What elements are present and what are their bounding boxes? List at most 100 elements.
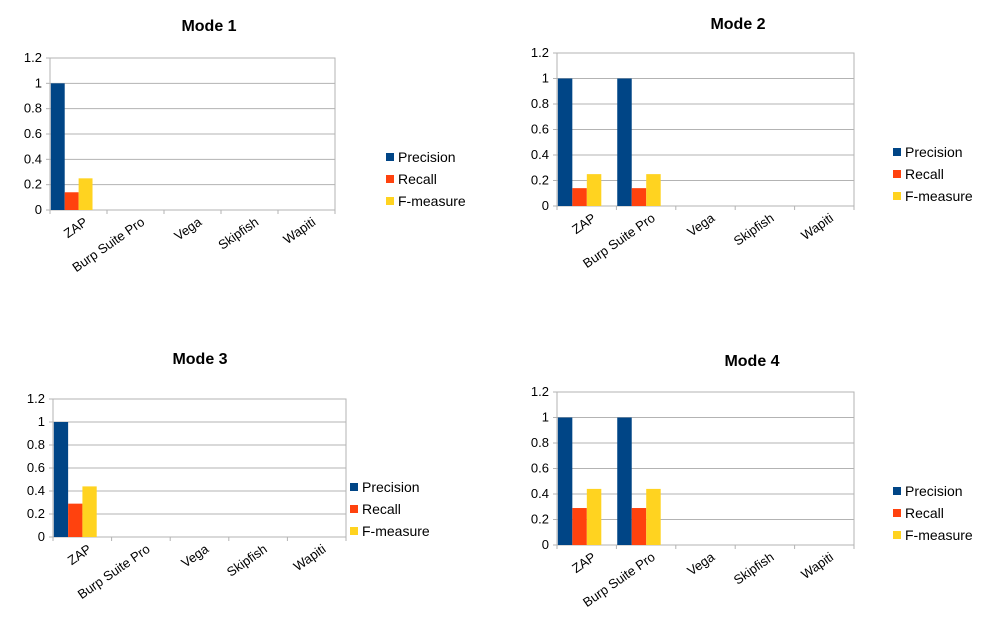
- legend: Precision Recall F-measure: [350, 479, 430, 539]
- y-tick-label: 1: [35, 75, 42, 90]
- plot-area: [52, 398, 347, 538]
- y-tick-label: 0: [38, 529, 45, 544]
- y-tick-label: 0.8: [27, 437, 45, 452]
- y-tick-label: 0.2: [24, 177, 42, 192]
- bar-recall-zap: [572, 188, 587, 206]
- y-tick-label: 0: [542, 537, 549, 552]
- bar-f-measure-zap: [82, 486, 97, 537]
- legend-swatch-recall: [893, 509, 901, 517]
- bar-precision-zap: [50, 83, 65, 210]
- chart-title: Mode 3: [172, 351, 227, 368]
- y-tick-label: 0.2: [531, 512, 549, 527]
- bar-recall-burp-suite-pro: [631, 508, 647, 545]
- bar-recall-zap: [572, 508, 587, 545]
- bar-recall-zap: [68, 503, 83, 537]
- legend-swatch-recall: [893, 170, 901, 178]
- legend-label-recall: Recall: [905, 505, 944, 521]
- legend-swatch-f-measure: [893, 531, 901, 539]
- legend-label-precision: Precision: [905, 483, 963, 499]
- legend-label-f-measure: F-measure: [398, 193, 466, 209]
- bar-precision-zap: [53, 422, 69, 537]
- chart-title: Mode 4: [724, 353, 779, 370]
- y-tick-label: 1: [542, 410, 549, 425]
- legend-swatch-recall: [350, 505, 358, 513]
- y-tick-label: 0.6: [27, 460, 45, 475]
- x-category-label: Vega: [684, 549, 718, 579]
- legend: Precision Recall F-measure: [386, 149, 466, 209]
- x-category-label: ZAP: [65, 541, 94, 568]
- legend-label-f-measure: F-measure: [362, 523, 430, 539]
- bar-f-measure-burp-suite-pro: [646, 174, 661, 206]
- legend-swatch-precision: [893, 148, 901, 156]
- y-tick-label: 1: [542, 71, 549, 86]
- legend-label-precision: Precision: [398, 149, 456, 165]
- x-category-label: Skipfish: [731, 549, 777, 587]
- chart-title: Mode 1: [181, 18, 236, 35]
- legend-swatch-precision: [350, 483, 358, 491]
- chart-title: Mode 2: [710, 16, 765, 33]
- x-category-label: ZAP: [61, 214, 90, 241]
- plot-area: [556, 52, 855, 207]
- bar-precision-burp-suite-pro: [617, 78, 632, 206]
- y-tick-label: 0.6: [531, 122, 549, 137]
- y-tick-label: 0.2: [531, 173, 549, 188]
- y-tick-label: 1: [38, 414, 45, 429]
- x-category-label: Skipfish: [731, 210, 777, 248]
- y-tick-label: 0.4: [531, 486, 549, 501]
- x-category-label: ZAP: [569, 549, 598, 576]
- bar-recall-zap: [64, 192, 79, 210]
- y-tick-label: 0.4: [531, 147, 549, 162]
- x-category-label: Vega: [178, 541, 212, 571]
- y-tick-label: 0: [542, 198, 549, 213]
- y-tick-label: 0.8: [531, 435, 549, 450]
- legend-label-recall: Recall: [362, 501, 401, 517]
- x-category-label: Wapiti: [798, 210, 836, 243]
- y-tick-label: 0.6: [24, 126, 42, 141]
- legend-label-recall: Recall: [398, 171, 437, 187]
- plot-area: [49, 57, 336, 211]
- bar-f-measure-zap: [78, 178, 93, 210]
- y-tick-label: 0.2: [27, 506, 45, 521]
- x-category-label: Vega: [684, 210, 718, 240]
- legend-swatch-recall: [386, 175, 394, 183]
- legend-label-f-measure: F-measure: [905, 527, 973, 543]
- y-tick-label: 0.8: [24, 101, 42, 116]
- legend-label-precision: Precision: [905, 144, 963, 160]
- x-category-label: Skipfish: [215, 214, 261, 252]
- x-category-label: Wapiti: [798, 549, 836, 582]
- x-category-label: ZAP: [569, 210, 598, 237]
- x-category-label: Vega: [171, 214, 205, 244]
- legend-swatch-f-measure: [350, 527, 358, 535]
- y-tick-label: 0: [35, 202, 42, 217]
- y-tick-label: 1.2: [24, 50, 42, 65]
- y-tick-label: 1.2: [27, 391, 45, 406]
- bar-f-measure-burp-suite-pro: [646, 488, 661, 545]
- y-tick-label: 1.2: [531, 384, 549, 399]
- plot-area: [556, 391, 855, 546]
- x-category-label: Skipfish: [224, 541, 270, 579]
- legend-label-precision: Precision: [362, 479, 420, 495]
- y-tick-label: 0.6: [531, 461, 549, 476]
- legend: Precision Recall F-measure: [893, 483, 973, 543]
- legend-swatch-precision: [893, 487, 901, 495]
- y-tick-label: 0.4: [27, 483, 45, 498]
- bar-precision-zap: [557, 417, 573, 545]
- bar-precision-burp-suite-pro: [617, 417, 632, 545]
- legend-swatch-f-measure: [386, 197, 394, 205]
- x-category-label: Wapiti: [291, 541, 329, 574]
- legend-label-f-measure: F-measure: [905, 188, 973, 204]
- legend-swatch-f-measure: [893, 192, 901, 200]
- bar-recall-burp-suite-pro: [631, 188, 647, 206]
- legend: Precision Recall F-measure: [893, 144, 973, 204]
- bar-f-measure-zap: [586, 174, 602, 206]
- y-tick-label: 0.8: [531, 96, 549, 111]
- legend-label-recall: Recall: [905, 166, 944, 182]
- y-tick-label: 1.2: [531, 45, 549, 60]
- bar-precision-zap: [557, 78, 573, 206]
- legend-swatch-precision: [386, 153, 394, 161]
